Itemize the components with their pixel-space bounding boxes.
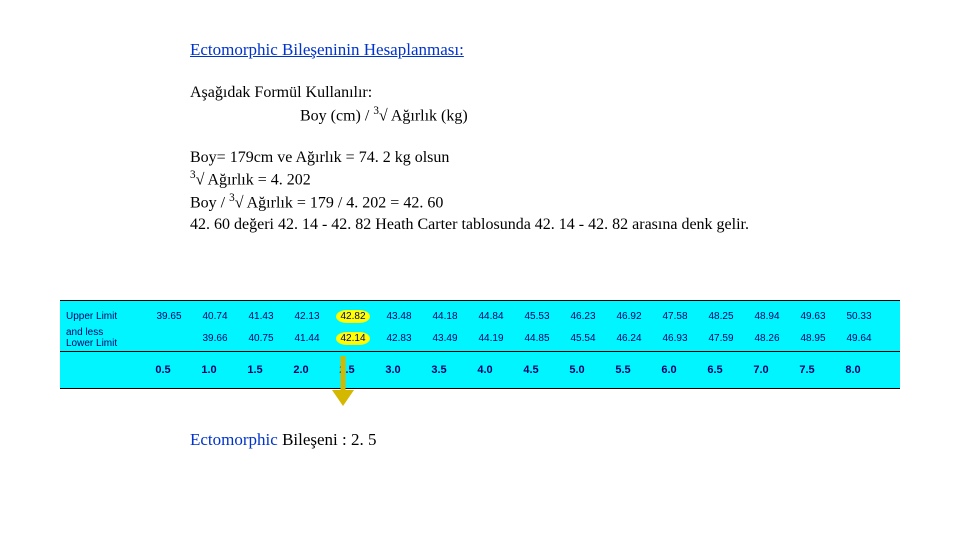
formula-expression: Boy (cm) / 3√ Ağırlık (kg) (190, 104, 910, 127)
upper-cell: 43.48 (376, 311, 422, 322)
upper-cell: 46.23 (560, 311, 606, 322)
upper-cell: 44.18 (422, 311, 468, 322)
lower-cell: 42.83 (376, 333, 422, 344)
calc-line-2: 3√ Ağırlık = 4. 202 (190, 168, 910, 191)
scale-cell: 2.0 (278, 364, 324, 376)
calc-line-4: 42. 60 değeri 42. 14 - 42. 82 Heath Cart… (190, 214, 910, 236)
upper-cell: 42.82 (330, 310, 376, 323)
scale-cell: 1.0 (186, 364, 232, 376)
calc-line-3: Boy / 3√ Ağırlık = 179 / 4. 202 = 42. 60 (190, 191, 910, 214)
lower-cell: 39.66 (192, 333, 238, 344)
result-prefix: Ectomorphic (190, 430, 278, 449)
scale-cell: 0.5 (140, 364, 186, 376)
hc-table-body: Upper Limit 39.6540.7441.4342.13 42.82 43.… (60, 300, 900, 389)
scale-cell: 8.0 (830, 364, 876, 376)
calc-line-1: Boy= 179cm ve Ağırlık = 74. 2 kg olsun (190, 147, 910, 169)
upper-cell: 47.58 (652, 311, 698, 322)
lower-cell: 46.24 (606, 333, 652, 344)
lower-cell: 45.54 (560, 333, 606, 344)
heath-carter-table: Upper Limit 39.6540.7441.4342.13 42.82 43.… (60, 300, 900, 389)
scale-cell: 5.0 (554, 364, 600, 376)
lower-cell: 49.64 (836, 333, 882, 344)
upper-cell: 46.92 (606, 311, 652, 322)
result-value: Bileşeni : 2. 5 (278, 430, 377, 449)
upper-cell: 41.43 (238, 311, 284, 322)
scale-cell: 7.5 (784, 364, 830, 376)
lower-cell: 40.75 (238, 333, 284, 344)
scale-cell: 1.5 (232, 364, 278, 376)
formula-label: Aşağıdak Formül Kullanılır: (190, 82, 910, 104)
upper-cell: 39.65 (146, 311, 192, 322)
scale-cell: 5.5 (600, 364, 646, 376)
calculation-block: Boy= 179cm ve Ağırlık = 74. 2 kg olsun 3… (190, 147, 910, 236)
lower-cell: 44.19 (468, 333, 514, 344)
lower-cell: 48.26 (744, 333, 790, 344)
upper-cell: 40.74 (192, 311, 238, 322)
scale-cell: 4.5 (508, 364, 554, 376)
section-title: Ectomorphic Bileşeninin Hesaplanması: (190, 40, 910, 60)
upper-cell: 48.94 (744, 311, 790, 322)
upper-cell: 44.84 (468, 311, 514, 322)
lower-cell: 43.49 (422, 333, 468, 344)
scale-cell: 4.0 (462, 364, 508, 376)
upper-cell: 49.63 (790, 311, 836, 322)
document-body: Ectomorphic Bileşeninin Hesaplanması: Aş… (0, 0, 910, 236)
upper-cell: 42.13 (284, 311, 330, 322)
scale-cell: 3.5 (416, 364, 462, 376)
scale-cell: 6.5 (692, 364, 738, 376)
lower-cell: 41.44 (284, 333, 330, 344)
lower-limit-label: and less Lower Limit (60, 327, 146, 349)
upper-limit-label: Upper Limit (60, 311, 146, 322)
highlighted-upper: 42.82 (336, 310, 369, 323)
lower-cell: 47.59 (698, 333, 744, 344)
upper-cell: 50.33 (836, 311, 882, 322)
highlighted-lower: 42.14 (336, 332, 369, 345)
lower-cell: 42.14 (330, 332, 376, 345)
lower-cell: 48.95 (790, 333, 836, 344)
lower-cell: 46.93 (652, 333, 698, 344)
scale-row: 0.51.01.52.02.53.03.54.04.55.05.56.06.57… (60, 354, 900, 384)
lower-limit-row: and less Lower Limit 39.6640.7541.44 42.1… (60, 327, 900, 349)
table-divider (60, 351, 900, 352)
upper-limit-row: Upper Limit 39.6540.7441.4342.13 42.82 43.… (60, 305, 900, 327)
upper-cell: 48.25 (698, 311, 744, 322)
scale-cell: 3.0 (370, 364, 416, 376)
result-line: Ectomorphic Bileşeni : 2. 5 (190, 430, 377, 450)
upper-cell: 45.53 (514, 311, 560, 322)
highlight-arrow-icon (330, 356, 356, 406)
scale-cell: 7.0 (738, 364, 784, 376)
lower-cell: 44.85 (514, 333, 560, 344)
scale-cell: 6.0 (646, 364, 692, 376)
